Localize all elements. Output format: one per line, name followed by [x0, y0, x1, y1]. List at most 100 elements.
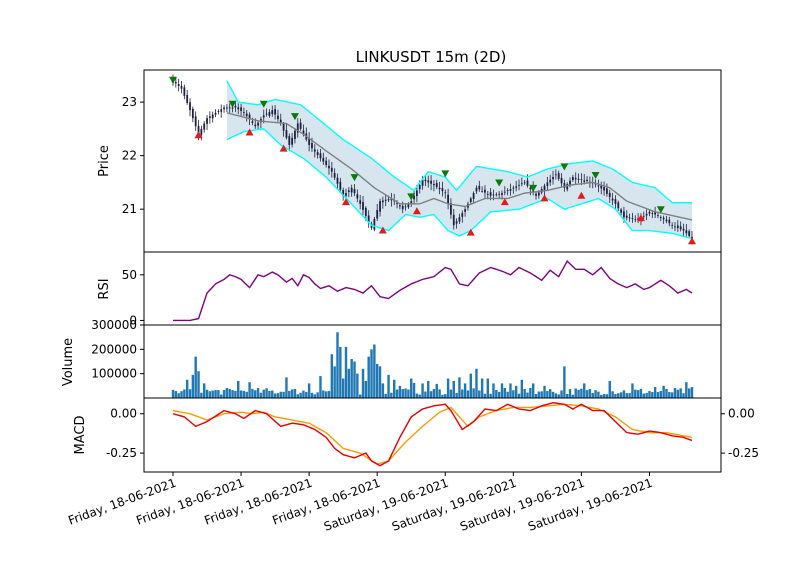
volume-bar	[577, 389, 580, 398]
candle-body	[240, 107, 242, 112]
volume-bar	[653, 387, 657, 398]
candle-body	[685, 230, 688, 234]
volume-ytick-label: 300000	[91, 318, 137, 332]
volume-bar	[378, 366, 382, 398]
volume-bar	[410, 378, 413, 398]
sell-signal-marker	[350, 174, 359, 182]
volume-bar	[245, 391, 248, 398]
volume-bar	[648, 391, 651, 398]
volume-bar	[622, 390, 626, 398]
volume-bar	[307, 383, 311, 398]
candle-body	[333, 172, 336, 178]
volume-bar	[322, 390, 325, 398]
macd-ytick-right-label: -0.25	[728, 446, 759, 460]
volume-bar	[435, 383, 438, 398]
volume-bar	[185, 379, 189, 398]
volume-bar	[222, 389, 226, 398]
volume-bar	[364, 380, 368, 398]
candle-body	[214, 112, 217, 115]
volume-bar	[316, 392, 319, 398]
volume-bar	[248, 382, 251, 398]
volume-bar	[407, 389, 410, 398]
candle-body	[676, 225, 679, 228]
volume-bar	[220, 394, 223, 398]
volume-bar	[551, 391, 555, 398]
candle-body	[223, 107, 225, 110]
volume-bar	[588, 388, 592, 398]
candle-body	[651, 213, 654, 214]
volume-bar	[381, 383, 385, 398]
volume-bar	[478, 390, 481, 398]
volume-bar	[339, 346, 342, 398]
candle-body	[606, 188, 608, 194]
candle-body	[285, 130, 288, 138]
rsi-ytick-label: 50	[122, 268, 137, 282]
volume-bar	[327, 391, 331, 398]
volume-bar	[285, 377, 288, 398]
candle-body	[254, 124, 257, 127]
buy-signal-marker	[342, 198, 350, 206]
rsi-frame	[143, 251, 722, 326]
price-ytick-label: 22	[122, 149, 137, 163]
candle-body	[433, 184, 435, 186]
candle-body	[512, 187, 515, 189]
volume-bar	[444, 394, 447, 398]
candle-body	[342, 190, 345, 196]
volume-bar	[483, 393, 487, 398]
volume-bar	[574, 388, 577, 398]
sell-signal-marker	[591, 171, 600, 179]
volume-bar	[600, 394, 603, 398]
candle-body	[569, 180, 571, 185]
candle-body	[515, 186, 518, 188]
candle-body	[614, 199, 617, 204]
volume-bar	[656, 392, 660, 398]
volume-bar	[296, 394, 299, 398]
volume-bar	[475, 368, 478, 398]
candle-body	[410, 201, 413, 205]
candle-body	[665, 219, 668, 222]
candle-body	[203, 123, 206, 130]
volume-bar	[591, 392, 594, 398]
volume-bar	[642, 393, 645, 398]
volume-bar	[299, 392, 302, 398]
candle-body	[401, 205, 404, 210]
volume-bar	[597, 391, 600, 398]
candle-body	[438, 187, 441, 190]
volume-bar	[214, 390, 217, 398]
macd-ylabel: MACD	[73, 416, 88, 455]
candle-body	[526, 180, 529, 186]
volume-bar	[500, 383, 504, 398]
candle-body	[464, 209, 467, 212]
candle-body	[506, 190, 509, 191]
volume-bar	[202, 383, 206, 398]
volume-bar	[580, 388, 583, 398]
volume-bar	[526, 392, 529, 398]
candle-body	[200, 128, 203, 135]
candle-body	[503, 191, 506, 193]
candle-body	[407, 203, 410, 208]
candle-body	[311, 142, 313, 149]
macd-line	[172, 402, 693, 467]
volume-bar	[370, 349, 373, 398]
volume-bar	[682, 393, 685, 398]
price-ytick-label: 23	[122, 95, 137, 109]
volume-bar	[690, 387, 694, 398]
candle-body	[478, 185, 481, 190]
candle-body	[288, 136, 291, 145]
candle-body	[379, 201, 381, 212]
volume-bar	[330, 354, 334, 398]
candle-body	[362, 202, 364, 210]
volume-bar	[208, 391, 212, 398]
volume-bar	[356, 373, 359, 398]
rsi-line	[173, 259, 693, 322]
sell-signal-marker	[228, 100, 237, 108]
candle-body	[455, 221, 458, 224]
candle-body	[243, 112, 245, 113]
volume-bar	[452, 380, 455, 398]
candle-body	[174, 81, 177, 84]
candle-body	[404, 206, 407, 208]
volume-bar	[687, 388, 691, 398]
volume-bar	[361, 368, 365, 398]
macd-ytick-left-label: -0.25	[106, 446, 137, 460]
